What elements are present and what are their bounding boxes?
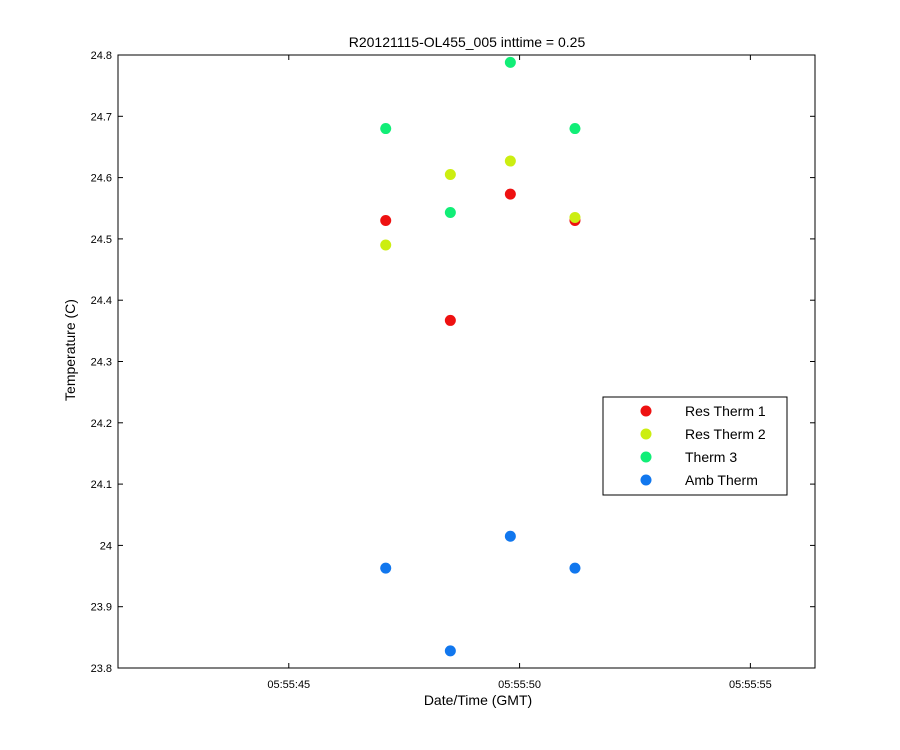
legend: Res Therm 1 Res Therm 2 Therm 3 Amb Therm xyxy=(602,396,788,496)
y-tick-label: 24.4 xyxy=(91,295,112,307)
data-point-series-0 xyxy=(444,314,456,326)
data-points xyxy=(380,56,581,657)
x-tick-label: 05:55:45 xyxy=(267,679,310,691)
chart-title: R20121115-OL455_005 inttime = 0.25 xyxy=(349,34,586,50)
data-point-series-3 xyxy=(569,562,581,574)
y-tick-label: 24.5 xyxy=(91,234,112,246)
y-axis-title: Temperature (C) xyxy=(62,299,78,401)
data-point-series-2 xyxy=(504,56,516,68)
data-point-series-3 xyxy=(380,562,392,574)
legend-marker xyxy=(640,428,652,440)
data-point-series-2 xyxy=(380,123,392,135)
y-tick-label: 24.8 xyxy=(91,50,112,62)
data-point-series-0 xyxy=(504,188,516,200)
y-tick-label: 24.2 xyxy=(91,418,112,430)
plot-area xyxy=(117,54,816,669)
legend-marker xyxy=(640,451,652,463)
y-tick-label: 24.6 xyxy=(91,173,112,185)
y-tick-label: 24.3 xyxy=(91,357,112,369)
y-tick-label: 23.9 xyxy=(91,602,112,614)
data-point-series-0 xyxy=(380,215,392,227)
data-point-series-2 xyxy=(569,123,581,135)
x-tick-label: 05:55:50 xyxy=(498,679,541,691)
data-point-series-1 xyxy=(444,169,456,181)
x-axis: 05:55:45 05:55:50 05:55:55 xyxy=(267,55,772,691)
legend-marker xyxy=(640,474,652,486)
y-axis: 23.8 23.9 24 24.1 24.2 24.3 24.4 24.5 24.6 24.7 24… xyxy=(91,50,815,675)
y-tick-label: 24 xyxy=(100,540,112,552)
legend-label: Therm 3 xyxy=(685,449,737,465)
data-point-series-3 xyxy=(444,645,456,657)
x-axis-title: Date/Time (GMT) xyxy=(424,692,532,708)
y-tick-label: 23.8 xyxy=(91,663,112,675)
legend-marker xyxy=(640,405,652,417)
y-tick-label: 24.1 xyxy=(91,479,112,491)
x-tick-label: 05:55:55 xyxy=(729,679,772,691)
legend-label: Res Therm 1 xyxy=(685,403,766,419)
legend-box xyxy=(602,396,788,496)
data-point-series-1 xyxy=(380,239,392,251)
data-point-series-2 xyxy=(444,207,456,219)
y-tick-label: 24.7 xyxy=(91,111,112,123)
data-point-series-1 xyxy=(504,155,516,167)
data-point-series-1 xyxy=(569,211,581,223)
data-point-series-3 xyxy=(504,530,516,542)
legend-label: Amb Therm xyxy=(685,472,758,488)
legend-label: Res Therm 2 xyxy=(685,426,766,442)
